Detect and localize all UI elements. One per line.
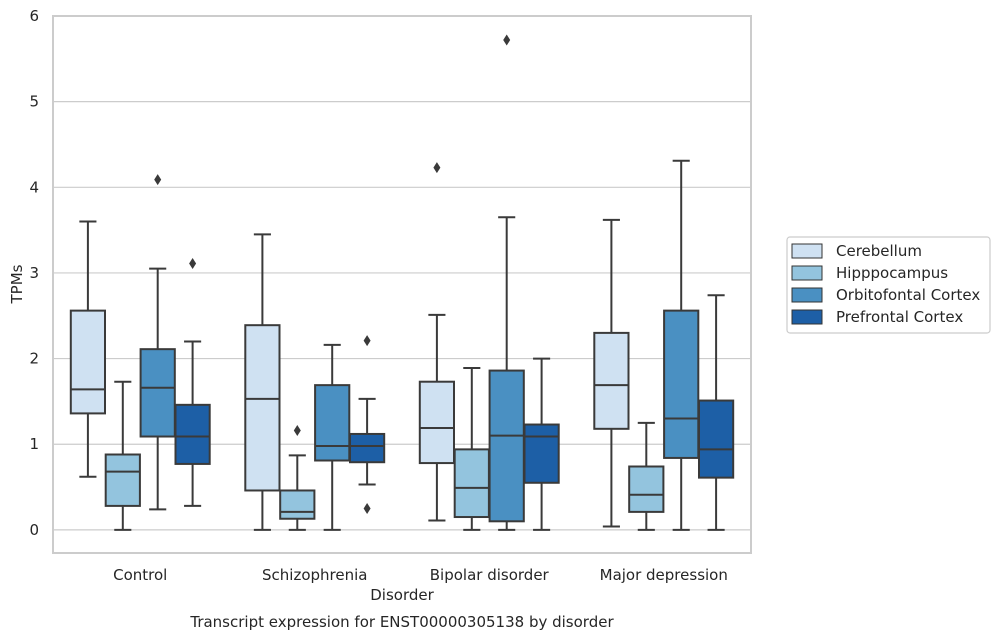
box-plot-marks [69, 34, 735, 531]
y-tick-label: 2 [29, 350, 39, 368]
x-category-label: Control [113, 566, 167, 584]
box-group [139, 174, 176, 511]
outlier-point [154, 174, 162, 186]
y-tick-label: 4 [29, 178, 39, 196]
box-iqr [697, 399, 735, 479]
box-iqr [418, 380, 456, 465]
box-group [453, 367, 490, 531]
box-group [593, 218, 630, 528]
legend-label: Hipppocampus [836, 264, 948, 282]
box-group [488, 34, 525, 531]
y-tick-label: 3 [29, 264, 39, 282]
legend-label: Prefrontal Cortex [836, 308, 963, 326]
box-group [628, 421, 665, 531]
y-tick-label: 0 [29, 521, 39, 539]
box-iqr [69, 309, 107, 415]
box-iqr [279, 489, 316, 520]
box-group [104, 380, 141, 531]
x-axis-label: Disorder [370, 586, 434, 604]
plot-frame [52, 15, 752, 554]
chart-caption: Transcript expression for ENST0000030513… [189, 613, 614, 631]
box-group [314, 343, 351, 531]
y-tick-label: 5 [29, 93, 39, 111]
x-category-labels: Control Schizophrenia Bipolar disorder Majo… [113, 566, 728, 584]
box-iqr [244, 324, 281, 492]
y-tick-label: 1 [29, 435, 39, 453]
legend-swatch [791, 309, 823, 325]
outlier-point [503, 34, 511, 46]
box-iqr [593, 331, 630, 430]
box-iqr [139, 348, 176, 438]
outlier-point [433, 162, 441, 174]
box-group [523, 357, 560, 531]
box-group [663, 159, 700, 531]
legend-swatch [791, 243, 823, 259]
box-iqr [314, 384, 351, 462]
box-iqr [174, 403, 211, 465]
outlier-point [363, 335, 371, 347]
box-iqr [453, 448, 490, 519]
box-group [279, 425, 316, 531]
box-iqr [104, 453, 141, 507]
legend-label: Orbitofontal Cortex [836, 286, 980, 304]
box-group [697, 294, 735, 531]
box-iqr [663, 309, 700, 459]
x-category-label: Schizophrenia [262, 566, 367, 584]
box-group [348, 335, 386, 514]
legend: Cerebellum Hipppocampus Orbitofontal Corte… [786, 236, 991, 334]
box-iqr [488, 369, 525, 523]
x-category-label: Major depression [600, 566, 728, 584]
legend-swatch [791, 287, 823, 303]
x-category-label: Bipolar disorder [430, 566, 550, 584]
box-group [69, 220, 107, 478]
box-group [244, 233, 281, 531]
outlier-point [293, 425, 301, 437]
legend-frame [786, 236, 991, 334]
y-tick-labels: 0 1 2 3 4 5 6 [29, 7, 39, 539]
outlier-point [363, 502, 371, 514]
y-axis-label: TPMs [8, 264, 26, 304]
legend-label: Cerebellum [836, 242, 922, 260]
box-iqr [523, 423, 560, 484]
box-iqr [348, 432, 386, 464]
box-iqr [628, 465, 665, 513]
box-group [418, 162, 456, 522]
box-group [174, 258, 211, 507]
y-tick-label: 6 [29, 7, 39, 25]
outlier-point [189, 258, 197, 270]
legend-swatch [791, 265, 823, 281]
